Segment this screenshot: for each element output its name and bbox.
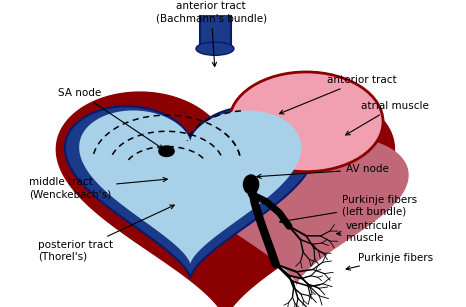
Ellipse shape [196, 42, 234, 55]
Polygon shape [56, 92, 394, 307]
Text: SA node: SA node [58, 88, 163, 149]
Text: AV node: AV node [257, 164, 389, 178]
Text: ventricular
muscle: ventricular muscle [337, 221, 403, 243]
Polygon shape [79, 111, 302, 264]
Text: posterior tract
(Thorel's): posterior tract (Thorel's) [38, 205, 174, 262]
Text: Purkinje fibers: Purkinje fibers [346, 253, 433, 270]
Polygon shape [65, 106, 315, 278]
Text: anterior tract: anterior tract [280, 75, 397, 114]
Polygon shape [185, 139, 409, 286]
Ellipse shape [159, 146, 174, 157]
Text: Purkinje fibers
(left bundle): Purkinje fibers (left bundle) [280, 195, 418, 223]
Text: atrial muscle: atrial muscle [346, 101, 429, 135]
Bar [200, 0, 231, 49]
Text: anterior tract
(Bachmann's bundle): anterior tract (Bachmann's bundle) [156, 2, 267, 67]
Ellipse shape [229, 72, 383, 172]
Text: middle tract
(Wenckebach's): middle tract (Wenckebach's) [29, 177, 167, 199]
Ellipse shape [243, 175, 259, 194]
